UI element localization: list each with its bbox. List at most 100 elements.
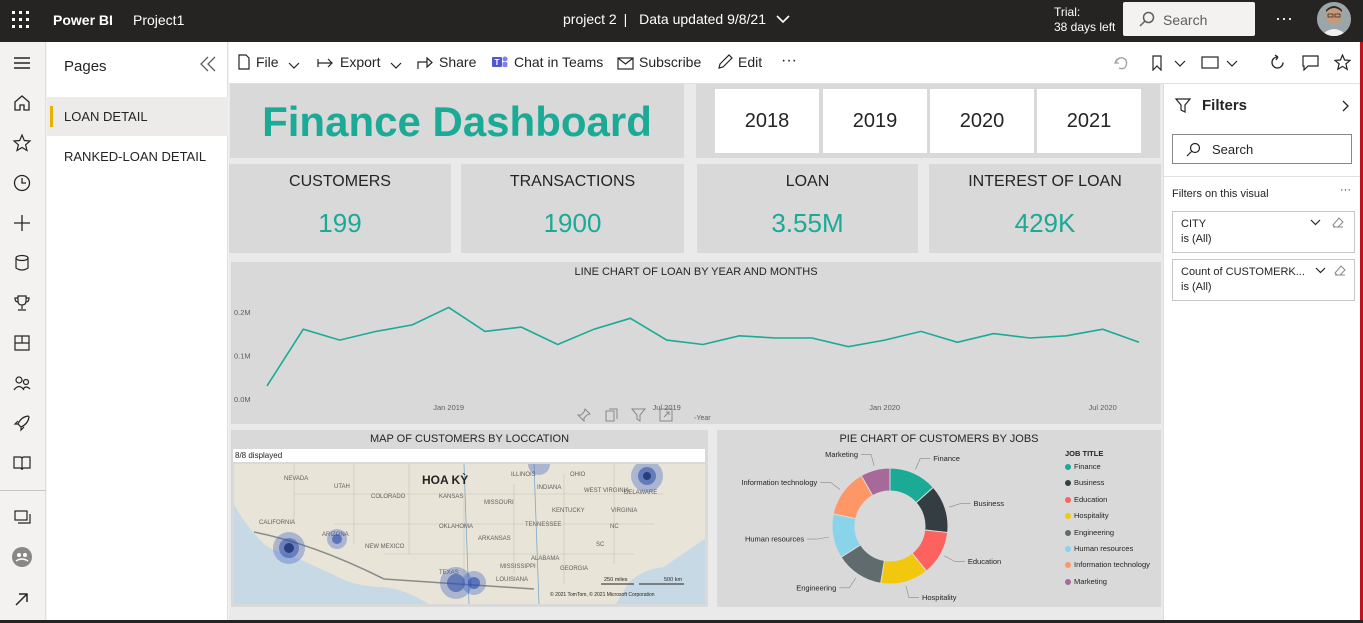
legend-swatch (1065, 480, 1071, 487)
chevron-down-icon[interactable] (1310, 219, 1321, 226)
chevron-down-icon[interactable] (1226, 60, 1238, 68)
filter-field-name: CITY (1181, 218, 1207, 230)
eraser-icon[interactable] (1332, 217, 1344, 228)
shared-people-icon[interactable] (11, 372, 33, 394)
year-2021-button[interactable]: 2021 (1037, 89, 1141, 153)
page-tab-loan-detail[interactable]: LOAN DETAIL (47, 97, 228, 136)
pie-chart-visual[interactable]: PIE CHART OF CUSTOMERS BY JOBS Finance Bu… (717, 430, 1161, 607)
year-2020-button[interactable]: 2020 (930, 89, 1034, 153)
favorites-star-icon[interactable] (11, 132, 33, 154)
bookmark-icon[interactable] (1151, 55, 1163, 71)
line-chart-visual[interactable]: LINE CHART OF LOAN BY YEAR AND MONTHS 0.… (231, 262, 1161, 424)
pie-legend-item[interactable]: Business (1065, 478, 1104, 487)
report-name: project 2 (563, 11, 617, 27)
chevron-down-icon (289, 62, 300, 69)
refresh-icon[interactable] (1269, 54, 1286, 71)
legend-label: Finance (1074, 462, 1101, 471)
expand-arrow-icon[interactable] (11, 588, 33, 610)
focus-mode-icon[interactable] (659, 408, 673, 422)
filters-section-more[interactable]: ··· (1340, 184, 1351, 196)
pie-slice-label: Education (968, 557, 1001, 566)
toolbar-more-button[interactable]: ··· (781, 52, 797, 69)
map-state-label: ARKANSAS (478, 536, 511, 542)
goals-trophy-icon[interactable] (11, 292, 33, 314)
pie-legend-item[interactable]: Engineering (1065, 528, 1114, 537)
report-toolbar: File Export Share T Chat in Teams Subscri… (229, 42, 1363, 84)
year-2019-button[interactable]: 2019 (823, 89, 927, 153)
pie-legend-item[interactable]: Hospitality (1065, 511, 1109, 520)
workspace-name[interactable]: Project1 (133, 12, 185, 28)
copy-icon[interactable] (605, 408, 619, 422)
filter-card-city[interactable]: CITY is (All) (1172, 211, 1355, 253)
comment-icon[interactable] (1302, 55, 1319, 71)
file-label: File (256, 54, 279, 70)
view-mode-icon[interactable] (1201, 56, 1219, 69)
kpi-loan-card[interactable]: LOAN 3.55M (697, 164, 918, 253)
map-visual[interactable]: MAP OF CUSTOMERS BY LOCCATION 8/8 displa… (231, 430, 708, 607)
datasets-cylinder-icon[interactable] (11, 252, 33, 274)
export-menu[interactable]: Export (317, 54, 407, 70)
pages-pane: Pages LOAN DETAIL RANKED-LOAN DETAIL (47, 42, 228, 620)
map-state-label: DELAWARE (624, 490, 657, 496)
app-launcher-icon[interactable] (12, 11, 30, 29)
chat-in-teams-button[interactable]: T Chat in Teams (491, 54, 603, 70)
pie-chart-title: PIE CHART OF CUSTOMERS BY JOBS (839, 433, 1039, 445)
pie-legend-item[interactable]: Finance (1065, 462, 1101, 471)
filter-icon[interactable] (631, 408, 646, 422)
undo-icon[interactable] (1113, 55, 1130, 71)
workspaces-book-icon[interactable] (11, 452, 33, 474)
legend-swatch (1065, 464, 1071, 470)
filters-section-title: Filters on this visual (1172, 188, 1269, 200)
pie-legend-item[interactable]: Marketing (1065, 577, 1107, 586)
kpi-label: TRANSACTIONS (509, 173, 636, 190)
dashboard-title-card[interactable]: Finance Dashboard (230, 84, 684, 158)
page-tab-ranked-loan-detail[interactable]: RANKED-LOAN DETAIL (64, 149, 207, 164)
pie-legend-item[interactable]: Education (1065, 495, 1107, 504)
apps-icon[interactable] (11, 332, 33, 354)
filters-search-placeholder: Search (1212, 142, 1254, 157)
chevron-down-icon[interactable] (1174, 60, 1186, 68)
brand-name[interactable]: Power BI (53, 12, 113, 28)
pie-slice (860, 467, 891, 497)
kpi-label: LOAN (785, 173, 830, 190)
map-credit: © 2021 TomTom, © 2021 Microsoft Corporat… (550, 591, 655, 598)
report-title-area[interactable]: project 2 | Data updated 9/8/21 (563, 11, 790, 27)
workspace-avatar-icon[interactable] (11, 546, 33, 568)
collapse-pane-icon[interactable] (199, 55, 217, 73)
hamburger-icon[interactable] (11, 52, 33, 74)
avatar[interactable] (1317, 2, 1351, 36)
dashboard-title: Finance Dashboard (262, 98, 652, 145)
create-plus-icon[interactable] (11, 212, 33, 234)
learn-rocket-icon[interactable] (11, 412, 33, 434)
home-icon[interactable] (11, 92, 33, 114)
year-2018-button[interactable]: 2018 (715, 89, 819, 153)
kpi-label: INTEREST OF LOAN (968, 173, 1122, 190)
map-state-label: LOUISIANA (496, 577, 528, 583)
pie-legend-item[interactable]: Information technology (1065, 560, 1150, 569)
filters-pane: Filters Search Filters on this visual ··… (1163, 84, 1361, 620)
file-menu[interactable]: File (237, 54, 305, 70)
eraser-icon[interactable] (1334, 265, 1346, 276)
share-button[interactable]: Share (417, 54, 476, 70)
trial-status: Trial: 38 days left (1054, 5, 1115, 35)
map-canvas[interactable]: NEVADA UTAH COLORADO KANSAS MISSOURI ILL… (234, 464, 705, 604)
trial-days: 38 days left (1054, 20, 1116, 34)
filter-card-count-customer[interactable]: Count of CUSTOMERK... is (All) (1172, 259, 1355, 301)
favorite-star-icon[interactable] (1334, 54, 1351, 71)
edit-button[interactable]: Edit (717, 54, 762, 70)
search-box[interactable]: Search (1123, 2, 1255, 36)
map-state-label: UTAH (334, 484, 350, 490)
pin-icon[interactable] (577, 408, 591, 422)
subscribe-button[interactable]: Subscribe (617, 54, 701, 70)
map-state-label: COLORADO (371, 494, 406, 500)
my-workspace-icon[interactable] (11, 506, 33, 528)
pie-legend-item[interactable]: Human resources (1065, 544, 1133, 553)
filters-search-input[interactable]: Search (1172, 134, 1352, 164)
recent-clock-icon[interactable] (11, 172, 33, 194)
more-options-button[interactable]: ··· (1275, 8, 1293, 28)
kpi-customers-card[interactable]: CUSTOMERS 199 (229, 164, 451, 253)
kpi-transactions-card[interactable]: TRANSACTIONS 1900 (461, 164, 684, 253)
kpi-interest-card[interactable]: INTEREST OF LOAN 429K (929, 164, 1161, 253)
chevron-right-icon[interactable] (1342, 100, 1350, 112)
chevron-down-icon[interactable] (1315, 267, 1326, 274)
